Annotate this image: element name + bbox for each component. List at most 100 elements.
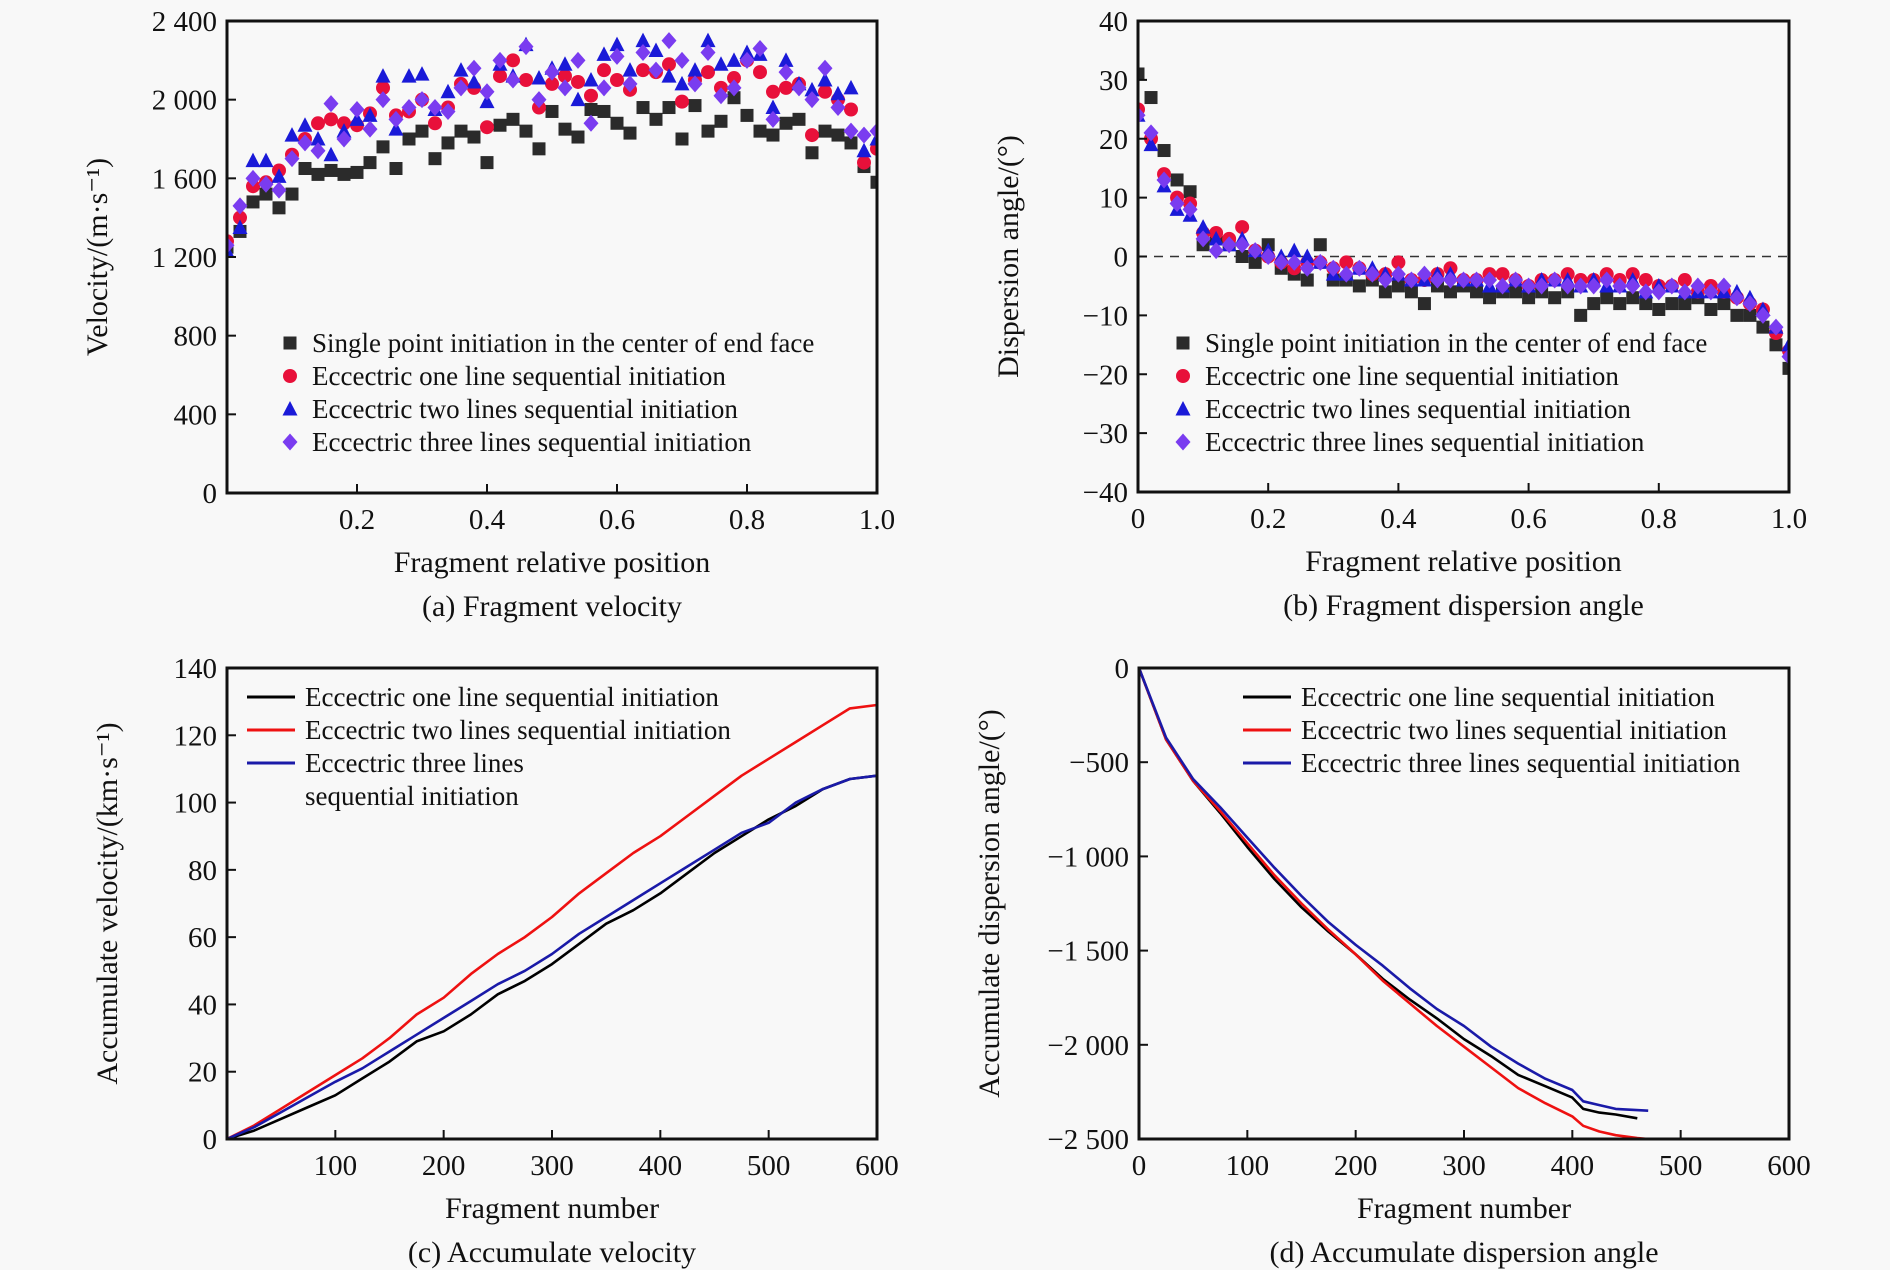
x-tick-label: 1.0 bbox=[1771, 503, 1807, 535]
panel-d-accumulate-dispersion-angle: Eccectric one line sequential initiation… bbox=[973, 653, 1811, 1269]
data-point bbox=[1182, 200, 1198, 218]
data-point bbox=[519, 124, 533, 138]
x-tick-label: 0.2 bbox=[339, 504, 375, 536]
data-point bbox=[1339, 255, 1354, 270]
data-point bbox=[532, 142, 546, 156]
data-point bbox=[661, 68, 677, 83]
x-tick-label: 0.8 bbox=[729, 504, 765, 536]
data-point bbox=[1548, 291, 1562, 305]
data-point bbox=[1391, 279, 1405, 293]
data-point bbox=[1143, 124, 1159, 142]
data-point bbox=[1626, 291, 1640, 305]
data-point bbox=[1144, 91, 1158, 105]
data-point bbox=[232, 219, 248, 234]
data-point bbox=[583, 114, 599, 132]
data-point bbox=[1235, 250, 1249, 263]
data-point bbox=[1743, 308, 1757, 322]
x-tick-label: 400 bbox=[1551, 1150, 1595, 1182]
y-tick-label: 30 bbox=[1099, 65, 1128, 97]
series-line-line-three bbox=[227, 774, 877, 1139]
data-point bbox=[544, 63, 560, 81]
data-point bbox=[700, 32, 716, 48]
panel-c-legend: Eccectric one line sequential initiation… bbox=[247, 682, 731, 811]
legend-label: Eccectric one line sequential initiation bbox=[312, 361, 726, 391]
x-tick-label: 0.2 bbox=[1250, 503, 1286, 535]
x-tick-label: 500 bbox=[747, 1150, 791, 1182]
data-point bbox=[1378, 285, 1392, 299]
data-point bbox=[1195, 219, 1211, 234]
y-tick-label: −500 bbox=[1069, 747, 1129, 779]
data-point bbox=[557, 56, 573, 71]
y-tick-label: 40 bbox=[1099, 6, 1128, 38]
panel-c-x-axis-label: Fragment number bbox=[445, 1192, 659, 1225]
data-point bbox=[1508, 271, 1524, 289]
data-point bbox=[1599, 271, 1615, 289]
data-point bbox=[1235, 220, 1250, 235]
panel-d-plot-area bbox=[1139, 668, 1649, 1139]
data-point bbox=[1534, 277, 1550, 295]
data-point bbox=[363, 156, 377, 170]
data-point bbox=[1325, 259, 1341, 277]
data-point bbox=[1482, 271, 1498, 289]
panel-d-ticks: 0 100 200 300 400 500 600 −2 500 −2 000 −1 500 −1 … bbox=[1047, 653, 1810, 1182]
data-point bbox=[740, 108, 754, 122]
data-point bbox=[662, 101, 676, 115]
data-point bbox=[649, 112, 663, 126]
data-point bbox=[453, 62, 469, 77]
data-point bbox=[440, 102, 456, 120]
panel-d-caption: (d) Accumulate dispersion angle bbox=[1269, 1236, 1658, 1269]
data-point bbox=[1403, 271, 1419, 289]
data-point bbox=[1195, 230, 1211, 248]
data-point bbox=[558, 69, 572, 84]
data-point bbox=[479, 83, 495, 101]
data-point bbox=[1704, 302, 1718, 316]
series-line-line-three bbox=[1139, 668, 1649, 1112]
y-tick-label: −2 000 bbox=[1047, 1030, 1129, 1062]
data-point bbox=[1547, 271, 1563, 289]
data-point bbox=[454, 124, 468, 138]
data-point bbox=[701, 124, 715, 138]
legend-item: Eccectric two lines sequential initiatio… bbox=[1175, 394, 1631, 424]
data-point bbox=[1417, 297, 1431, 311]
data-point bbox=[856, 142, 872, 158]
data-point bbox=[1781, 348, 1789, 366]
data-point bbox=[285, 187, 299, 201]
panel-c-caption: (c) Accumulate velocity bbox=[408, 1236, 696, 1269]
legend-label: Eccectric two lines sequential initiatio… bbox=[1205, 394, 1631, 424]
data-point bbox=[1299, 248, 1315, 263]
y-tick-label: 20 bbox=[188, 1057, 217, 1089]
panel-b-ticks: 0 0.2 0.4 0.6 0.8 1.0 −40 −30 −20 −10 0 10 20 30 40 bbox=[1083, 6, 1807, 535]
y-tick-label: −1 500 bbox=[1047, 936, 1129, 968]
data-point bbox=[362, 120, 378, 138]
legend-marker-square bbox=[1176, 336, 1190, 350]
x-tick-label: 0 bbox=[1132, 1150, 1147, 1182]
data-point bbox=[739, 44, 755, 59]
data-point bbox=[531, 70, 547, 85]
series-square bbox=[227, 91, 877, 254]
data-point bbox=[1729, 289, 1745, 307]
data-point bbox=[674, 75, 690, 91]
data-point bbox=[765, 110, 781, 128]
data-point bbox=[609, 47, 625, 65]
data-point bbox=[401, 99, 417, 117]
data-point bbox=[571, 130, 585, 144]
panel-b-dispersion-angle: Single point initiation in the center of… bbox=[992, 6, 1807, 622]
y-tick-label: −10 bbox=[1083, 300, 1128, 332]
data-point bbox=[1522, 291, 1536, 305]
legend-label: Eccectric two lines sequential initiatio… bbox=[305, 715, 731, 745]
data-point bbox=[227, 236, 235, 254]
legend-item: Eccectric two lines sequential initiatio… bbox=[1243, 715, 1727, 745]
data-point bbox=[311, 167, 325, 181]
data-point bbox=[479, 93, 495, 109]
data-point bbox=[1170, 173, 1184, 187]
data-point bbox=[233, 210, 247, 225]
data-point bbox=[402, 132, 416, 146]
data-point bbox=[610, 73, 624, 87]
data-point bbox=[388, 110, 404, 128]
panel-a-plot-area bbox=[227, 32, 877, 258]
data-point bbox=[466, 59, 482, 77]
panel-d-y-axis-label: Accumulate dispersion angle/(°) bbox=[973, 709, 1006, 1098]
data-point bbox=[467, 130, 481, 144]
data-point bbox=[414, 66, 430, 81]
